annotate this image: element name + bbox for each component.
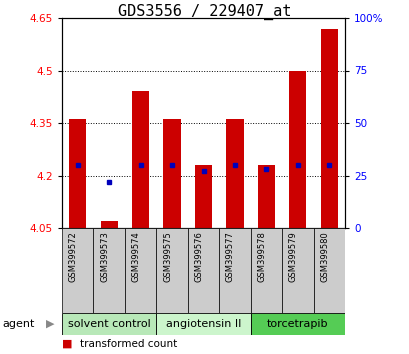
Text: GSM399576: GSM399576 <box>194 232 203 282</box>
Bar <box>100 221 117 228</box>
Text: GSM399577: GSM399577 <box>225 232 234 282</box>
Bar <box>219 228 250 313</box>
Text: ■: ■ <box>62 339 72 349</box>
Bar <box>226 120 243 228</box>
Bar <box>132 91 149 228</box>
Bar <box>250 228 281 313</box>
Text: torcetrapib: torcetrapib <box>266 319 328 329</box>
Text: ▶: ▶ <box>45 319 54 329</box>
Text: GSM399575: GSM399575 <box>163 232 172 282</box>
Bar <box>281 228 313 313</box>
Text: agent: agent <box>2 319 34 329</box>
Bar <box>156 228 187 313</box>
Text: GSM399573: GSM399573 <box>100 232 109 282</box>
Text: angiotensin II: angiotensin II <box>165 319 240 329</box>
Bar <box>320 29 337 228</box>
Text: GSM399574: GSM399574 <box>131 232 140 282</box>
Bar <box>288 70 306 228</box>
Bar <box>313 228 344 313</box>
Text: GSM399578: GSM399578 <box>257 232 266 282</box>
Text: transformed count: transformed count <box>80 339 177 349</box>
Text: GDS3556 / 229407_at: GDS3556 / 229407_at <box>118 4 291 20</box>
Bar <box>62 228 93 313</box>
Bar <box>257 165 274 228</box>
Text: GSM399580: GSM399580 <box>319 232 328 282</box>
Bar <box>125 228 156 313</box>
Bar <box>156 313 250 335</box>
Bar <box>194 165 211 228</box>
Bar <box>250 313 344 335</box>
Bar <box>187 228 219 313</box>
Bar <box>62 313 156 335</box>
Bar <box>163 120 180 228</box>
Bar <box>69 120 86 228</box>
Text: GSM399572: GSM399572 <box>69 232 78 282</box>
Bar <box>93 228 125 313</box>
Text: GSM399579: GSM399579 <box>288 232 297 282</box>
Text: solvent control: solvent control <box>67 319 150 329</box>
